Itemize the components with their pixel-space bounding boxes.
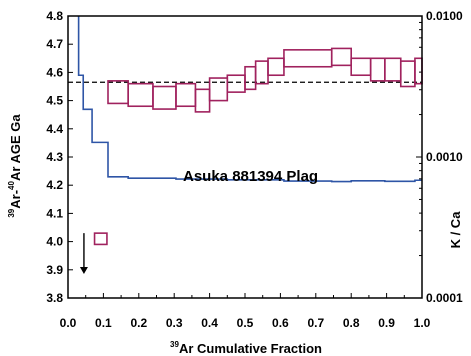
x-tick-label: 0.1	[95, 316, 112, 330]
age-step-box	[127, 82, 154, 108]
down-arrow-head	[79, 267, 88, 275]
x-tick-label: 0.0	[60, 316, 77, 330]
y-left-tick-label: 3.8	[46, 291, 63, 305]
y-left-tick-label: 4.8	[46, 9, 63, 23]
y-left-tick-label: 4.5	[46, 94, 63, 108]
age-step-box	[208, 77, 229, 102]
x-axis-title: 39Ar Cumulative Fraction	[170, 340, 322, 356]
x-tick-label: 0.3	[166, 316, 183, 330]
y-left-tick-label: 4.6	[46, 65, 63, 79]
x-tick-labels: 0.0 0.1 0.2 0.3 0.4 0.5 0.6 0.7 0.8 0.9 1.0	[60, 316, 431, 330]
y-right-tick-label: 0.0100	[426, 9, 463, 23]
y-left-title-sup2: 40	[7, 181, 16, 190]
plot-frame	[67, 15, 423, 299]
y-left-tick-label: 4.1	[46, 206, 63, 220]
y-left-title-mid1: Ar-	[8, 190, 23, 209]
x-tick-label: 0.6	[272, 316, 289, 330]
age-step-box	[107, 80, 129, 105]
age-series	[79, 47, 423, 275]
age-step-box	[330, 47, 353, 67]
age-step-box	[175, 82, 197, 108]
age-step-box	[283, 49, 333, 68]
x-axis-title-text: Ar Cumulative Fraction	[179, 341, 322, 356]
x-tick-label: 0.9	[378, 316, 395, 330]
y-right-tick-labels: 0.0001 0.0010 0.0100	[426, 9, 463, 305]
age-step-box	[369, 57, 386, 82]
y-right-tick-label: 0.0001	[426, 291, 463, 305]
age-step-box	[384, 57, 402, 82]
y-left-title-mid2: Ar AGE Ga	[8, 114, 23, 181]
y-left-tick-label: 4.0	[46, 235, 63, 249]
age-step-box	[226, 74, 246, 93]
y-left-tick-label: 4.3	[46, 150, 63, 164]
age-step-box	[254, 60, 269, 85]
y-left-tick-label: 4.2	[46, 178, 63, 192]
x-axis-title-sup: 39	[170, 340, 179, 349]
sample-annotation: Asuka 881394 Plag	[183, 168, 318, 185]
age-step-box	[267, 57, 285, 77]
y-right-axis-title: K / Ca	[448, 211, 463, 249]
kca-series	[77, 16, 422, 183]
x-tick-label: 0.8	[343, 316, 360, 330]
age-step-box	[350, 57, 372, 77]
x-tick-label: 0.4	[201, 316, 218, 330]
kca-step-line	[77, 16, 422, 183]
age-step-box	[194, 88, 211, 113]
y-left-tick-label: 4.7	[46, 37, 63, 51]
y-left-tick-label: 4.4	[46, 122, 63, 136]
plot-border	[67, 15, 423, 299]
x-tick-label: 1.0	[414, 316, 431, 330]
annotations: Asuka 881394 Plag	[183, 168, 318, 185]
age-step-box	[414, 57, 423, 85]
y-left-tick-labels: 3.8 3.9 4.0 4.1 4.2 4.3 4.4 4.5 4.6 4.7 4.8	[46, 9, 63, 305]
y-left-tick-label: 3.9	[46, 263, 63, 277]
y-left-title-sup1: 39	[7, 208, 16, 217]
low-age-step-box	[93, 232, 108, 246]
x-tick-label: 0.5	[237, 316, 254, 330]
x-tick-label: 0.2	[130, 316, 147, 330]
y-left-axis-title: 39Ar-40Ar AGE Ga	[7, 114, 23, 218]
age-step-box	[244, 65, 257, 91]
age-step-box	[152, 85, 177, 110]
y-right-tick-label: 0.0010	[426, 150, 463, 164]
x-tick-label: 0.7	[307, 316, 324, 330]
